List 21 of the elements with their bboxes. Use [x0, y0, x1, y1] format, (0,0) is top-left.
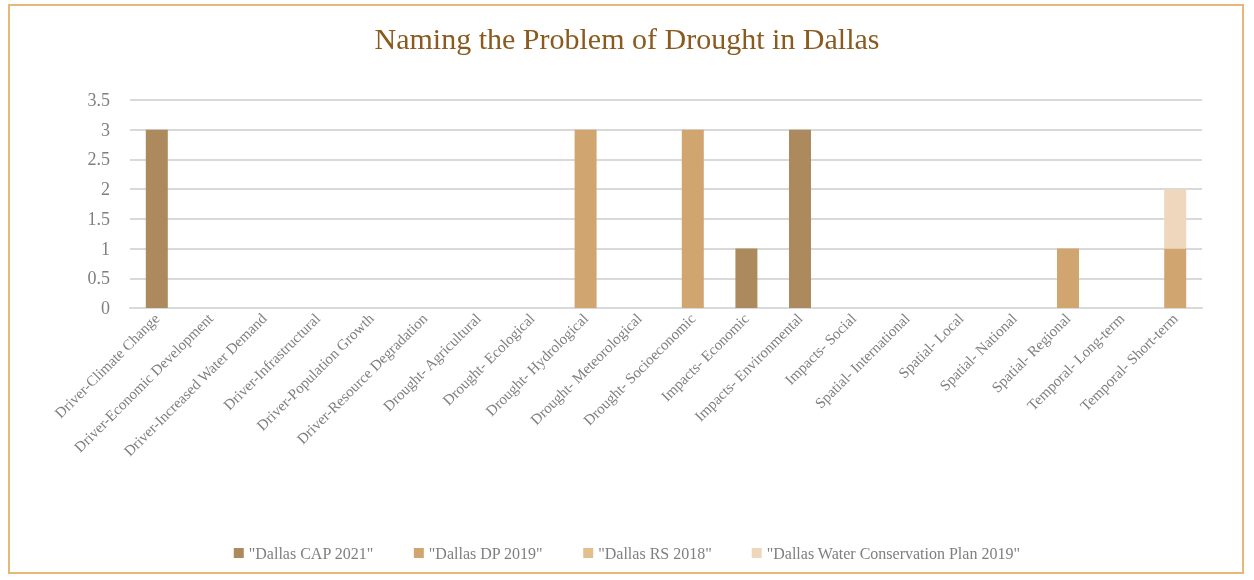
legend-label: "Dallas DP 2019": [428, 544, 543, 562]
y-tick-label: 1.5: [87, 208, 110, 229]
bar: [735, 248, 758, 308]
chart-title: Naming the Problem of Drought in Dallas: [374, 21, 880, 55]
y-tick-label: 2: [101, 179, 110, 200]
bar: [574, 129, 597, 308]
y-tick-label: 3.5: [87, 90, 110, 110]
bar: [145, 129, 168, 308]
legend-label: "Dallas CAP 2021": [248, 544, 374, 562]
bar: [1057, 248, 1079, 308]
legend-label: "Dallas RS 2018": [598, 544, 712, 562]
y-tick-label: 3: [101, 119, 110, 140]
bar: [1164, 189, 1187, 249]
y-tick-label: 0: [101, 298, 110, 318]
y-tick-label: 2.5: [87, 149, 110, 170]
bar: [789, 129, 811, 308]
y-tick-label: 0.5: [87, 268, 110, 289]
y-tick-label: 1: [101, 238, 110, 259]
bar: [1164, 248, 1187, 308]
bar: [681, 129, 704, 308]
legend-label: "Dallas Water Conservation Plan 2019": [766, 544, 1020, 562]
